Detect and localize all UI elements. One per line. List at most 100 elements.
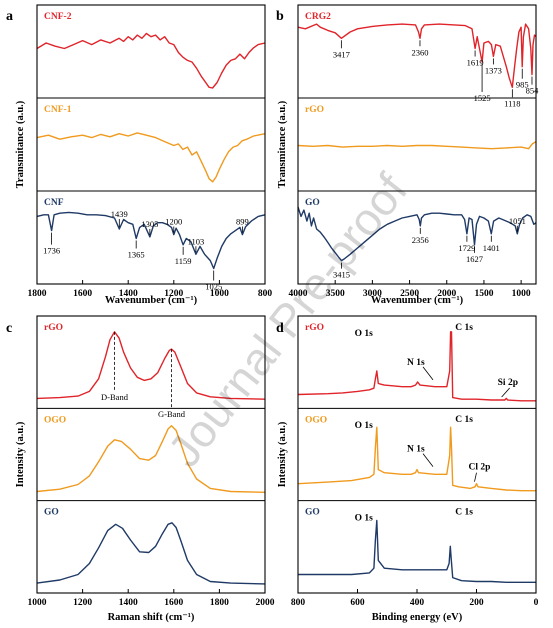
x-tick-label: 1000 bbox=[512, 289, 531, 299]
peak-label: 1305 bbox=[141, 219, 158, 229]
series-line-crg2 bbox=[297, 23, 537, 88]
series-line-cnf bbox=[36, 211, 266, 270]
peak-label: 1103 bbox=[188, 236, 205, 246]
x-axis-label: Binding energy (eV) bbox=[372, 612, 463, 623]
x-tick-label: 1200 bbox=[164, 289, 183, 299]
series-label: CNF bbox=[44, 198, 64, 208]
x-tick-label: 800 bbox=[258, 289, 273, 299]
band-label: G-Band bbox=[158, 409, 186, 419]
series-line-rgo bbox=[297, 141, 537, 150]
x-axis-label: Wavenumber (cm⁻¹) bbox=[105, 295, 198, 306]
x-tick-label: 1400 bbox=[119, 289, 138, 299]
peak-label: 1025 bbox=[205, 282, 222, 292]
series-line-rgo bbox=[36, 331, 266, 400]
peak-label: 1401 bbox=[483, 243, 500, 253]
plot-frame bbox=[297, 4, 537, 285]
x-tick-label: 1800 bbox=[210, 598, 229, 608]
series-label: rGO bbox=[305, 323, 324, 333]
peak-label: 1525 bbox=[474, 93, 491, 103]
panel-label: c bbox=[6, 321, 12, 336]
x-tick-label: 1500 bbox=[474, 289, 493, 299]
xps-peak-label: N 1s bbox=[407, 358, 425, 368]
series-label: GO bbox=[44, 508, 59, 518]
series-line-ogo bbox=[297, 426, 536, 492]
series-line-go bbox=[298, 519, 536, 583]
panel-label: b bbox=[276, 9, 284, 24]
peak-label: 2356 bbox=[412, 235, 429, 245]
series-label: CNF-1 bbox=[44, 105, 72, 115]
panel-label: a bbox=[6, 9, 13, 24]
plot-frame bbox=[36, 315, 266, 594]
series-label: rGO bbox=[44, 323, 63, 333]
x-tick-label: 1000 bbox=[28, 598, 47, 608]
x-tick-label: 3500 bbox=[326, 289, 345, 299]
x-tick-label: 3000 bbox=[363, 289, 382, 299]
x-tick-label: 1600 bbox=[73, 289, 92, 299]
peak-label: 1159 bbox=[175, 256, 192, 266]
x-tick-label: 0 bbox=[534, 598, 539, 608]
xps-arrow bbox=[422, 453, 434, 467]
x-axis-label: Wavenumber (cm⁻¹) bbox=[371, 295, 464, 306]
series-label: GO bbox=[305, 198, 320, 208]
series-label: rGO bbox=[305, 105, 324, 115]
xps-peak-label: O 1s bbox=[355, 329, 374, 339]
series-line-go bbox=[297, 206, 537, 262]
series-label: GO bbox=[305, 508, 320, 518]
x-tick-label: 200 bbox=[469, 598, 484, 608]
peak-label: 854 bbox=[526, 86, 540, 96]
band-label: D-Band bbox=[101, 392, 129, 402]
panel-c: c rGO OGO GO D-Band G-Band 1000 1200 1400 1600 180… bbox=[6, 315, 275, 623]
panel-a: a CNF-2 CNF-1 CNF 1736 1439 1365 1305 1200 1159 11… bbox=[6, 4, 273, 306]
peak-label: 1365 bbox=[128, 250, 145, 260]
x-tick-label: 1800 bbox=[28, 289, 47, 299]
x-tick-label: 2000 bbox=[437, 289, 456, 299]
peak-label: 1627 bbox=[466, 254, 483, 264]
xps-peak-label: O 1s bbox=[355, 514, 374, 524]
peak-label: 3415 bbox=[333, 270, 350, 280]
x-axis-label: Raman shift (cm⁻¹) bbox=[108, 612, 195, 623]
series-line-cnf-1 bbox=[36, 132, 266, 183]
series-label: CNF-2 bbox=[44, 12, 72, 22]
peak-label: 899 bbox=[236, 217, 249, 227]
peak-label: 1373 bbox=[485, 65, 502, 75]
series-line-go bbox=[36, 522, 266, 585]
peak-label: 1619 bbox=[467, 58, 484, 68]
peak-label: 1118 bbox=[504, 98, 520, 108]
xps-arrow bbox=[422, 366, 434, 381]
x-tick-label: 1400 bbox=[119, 598, 138, 608]
series-line-rgo bbox=[297, 331, 536, 402]
peak-label: 985 bbox=[516, 80, 529, 90]
panel-b: b CRG2 rGO GO 3417 2360 1619 1525 1373 1118 985854… bbox=[276, 4, 540, 306]
series-label: CRG2 bbox=[305, 12, 331, 22]
panel-label: d bbox=[276, 321, 284, 336]
y-axis-label: Transmitance (a.u.) bbox=[277, 100, 288, 188]
x-tick-label: 4000 bbox=[289, 289, 308, 299]
y-axis-label: Intensity (a.u.) bbox=[277, 421, 288, 487]
xps-peak-label: Cl 2p bbox=[469, 463, 491, 473]
peak-label: 3417 bbox=[333, 49, 350, 59]
x-tick-label: 400 bbox=[410, 598, 425, 608]
x-tick-label: 2000 bbox=[256, 598, 275, 608]
peak-label: 1200 bbox=[165, 217, 182, 227]
peak-label: 1736 bbox=[43, 246, 60, 256]
xps-arrow bbox=[474, 472, 477, 482]
xps-peak-label: C 1s bbox=[455, 323, 473, 333]
x-tick-label: 1000 bbox=[210, 289, 229, 299]
x-tick-label: 2500 bbox=[400, 289, 419, 299]
xps-arrow bbox=[501, 387, 510, 398]
xps-peak-label: C 1s bbox=[455, 508, 473, 518]
x-tick-label: 600 bbox=[350, 598, 365, 608]
x-tick-label: 1200 bbox=[73, 598, 92, 608]
plot-frame bbox=[36, 4, 266, 285]
y-axis-label: Intensity (a.u.) bbox=[15, 421, 26, 487]
series-label: OGO bbox=[305, 415, 327, 425]
panel-d: d rGO OGO GO O 1s N 1s C 1s Si 2p O 1s N 1s C 1s Cl… bbox=[276, 315, 539, 623]
y-axis-label: Transmitance (a.u.) bbox=[15, 100, 26, 188]
series-line-ogo bbox=[36, 425, 266, 493]
x-tick-label: 1600 bbox=[164, 598, 183, 608]
xps-peak-label: Si 2p bbox=[498, 378, 518, 388]
peak-label: 1729 bbox=[458, 243, 475, 253]
xps-peak-label: N 1s bbox=[407, 445, 425, 455]
peak-label: 1051 bbox=[509, 216, 526, 226]
